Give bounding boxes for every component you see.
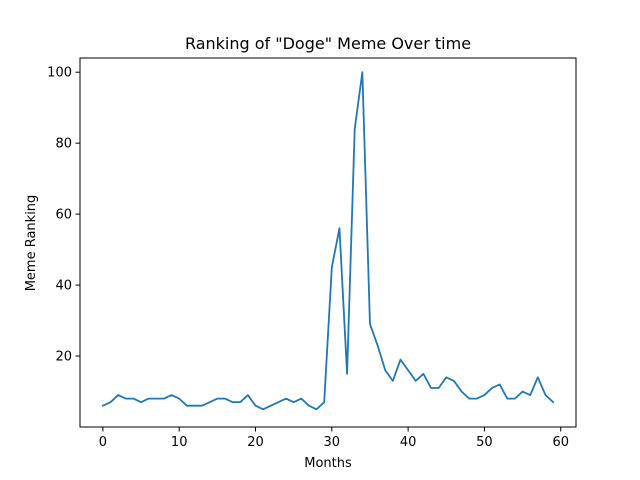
- y-axis-label: Meme Ranking: [24, 195, 39, 292]
- x-tick-label: 10: [171, 435, 188, 450]
- y-tick-label: 100: [47, 66, 72, 81]
- plot-frame: [79, 57, 577, 428]
- y-tick-label: 80: [55, 137, 72, 152]
- y-tick-label: 40: [55, 279, 72, 294]
- chart-title: Ranking of "Doge" Meme Over time: [185, 34, 471, 53]
- x-axis-label: Months: [304, 456, 352, 471]
- x-tick-label: 30: [324, 435, 341, 450]
- x-tick-label: 0: [99, 435, 107, 450]
- x-tick-label: 50: [476, 435, 493, 450]
- y-tick-label: 20: [55, 350, 72, 365]
- x-tick-label: 20: [247, 435, 264, 450]
- x-tick-label: 60: [552, 435, 569, 450]
- x-tick-label: 40: [400, 435, 417, 450]
- y-tick-label: 60: [55, 208, 72, 223]
- plot-area: [79, 57, 577, 428]
- x-axis: 0 10 20 30 40 50 60: [99, 427, 569, 450]
- series-line: [101, 71, 555, 411]
- y-axis: 20 40 60 80 100: [47, 66, 80, 365]
